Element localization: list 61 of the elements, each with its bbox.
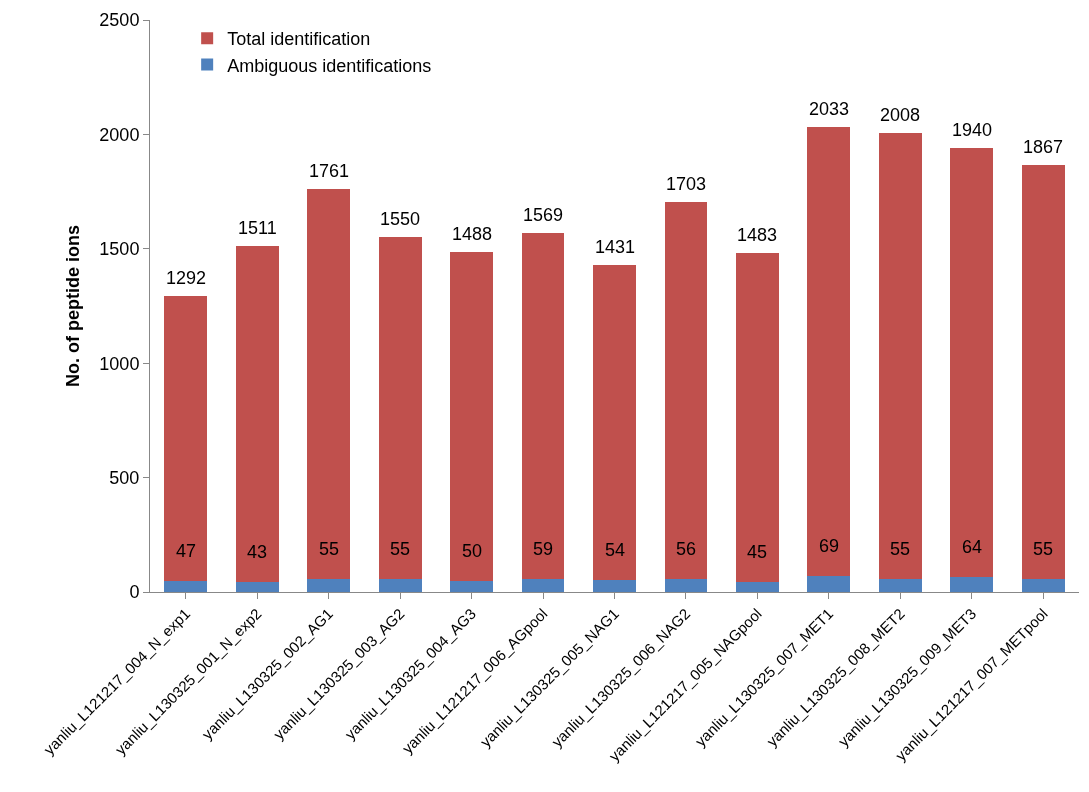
- data-label: 69: [819, 536, 840, 556]
- data-label: 43: [247, 542, 268, 562]
- legend-label: Total identification: [227, 29, 371, 50]
- bar: [521, 578, 565, 592]
- y-tick-label: 500: [109, 467, 140, 488]
- total-label: 1940: [952, 120, 993, 140]
- bar: [378, 237, 422, 580]
- bar: [307, 189, 351, 580]
- data-label: 55: [890, 539, 911, 559]
- total-label: 1867: [1023, 137, 1064, 157]
- bar: [593, 264, 636, 580]
- total-label: 1483: [737, 225, 778, 245]
- bar: [950, 148, 994, 578]
- y-tick-label: 2000: [99, 124, 140, 145]
- bar: [521, 233, 565, 579]
- bar: [807, 126, 851, 577]
- bar: [878, 132, 922, 580]
- bar: [164, 296, 208, 582]
- bar: [450, 251, 494, 581]
- bar: [807, 576, 851, 592]
- bar: [664, 579, 708, 592]
- data-label: 54: [605, 540, 626, 560]
- y-tick-label: 0: [129, 582, 140, 603]
- total-label: 1761: [309, 161, 350, 181]
- bar: [307, 579, 351, 592]
- bar: [735, 252, 779, 582]
- total-label: 2033: [809, 99, 850, 119]
- data-label: 55: [390, 539, 411, 559]
- bar: [378, 579, 422, 592]
- total-label: 1569: [523, 205, 564, 225]
- total-label: 1292: [166, 268, 207, 288]
- bar: [164, 581, 208, 592]
- bar: [450, 580, 494, 592]
- data-label: 56: [676, 539, 697, 559]
- y-tick-label: 2500: [99, 10, 140, 31]
- bar: [878, 579, 922, 592]
- total-label: 1703: [666, 174, 707, 194]
- data-label: 55: [1033, 539, 1054, 559]
- bar: [735, 581, 779, 592]
- bar: [1021, 164, 1065, 580]
- data-label: 55: [319, 539, 340, 559]
- bar: [235, 582, 279, 592]
- bar: [950, 577, 994, 592]
- data-label: 47: [176, 541, 197, 561]
- bar: [593, 579, 636, 592]
- bar: [1021, 579, 1065, 592]
- data-label: 64: [962, 537, 983, 557]
- y-axis-title: No. of peptide ions: [62, 225, 83, 387]
- data-label: 50: [462, 541, 483, 561]
- bar: [235, 246, 279, 583]
- data-label: 45: [747, 542, 768, 562]
- legend-label: Ambiguous identifications: [227, 55, 432, 76]
- y-tick-label: 1000: [99, 353, 140, 374]
- total-label: 2008: [880, 105, 921, 125]
- total-label: 1431: [595, 237, 636, 257]
- bar: [664, 202, 708, 580]
- y-tick-label: 1500: [99, 239, 140, 260]
- total-label: 1511: [238, 218, 277, 238]
- data-label: 59: [533, 539, 554, 559]
- total-label: 1488: [452, 224, 493, 244]
- total-label: 1550: [380, 209, 421, 229]
